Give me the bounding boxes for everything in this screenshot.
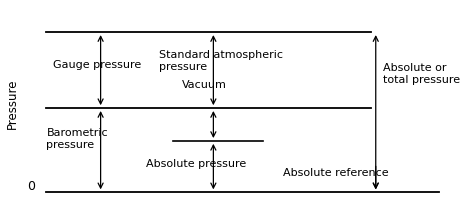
Text: Vacuum: Vacuum bbox=[182, 79, 227, 89]
Text: Standard atmospheric
pressure: Standard atmospheric pressure bbox=[159, 50, 283, 72]
Text: Pressure: Pressure bbox=[6, 79, 19, 129]
Text: Barometric
pressure: Barometric pressure bbox=[46, 128, 108, 150]
Text: Absolute or
total pressure: Absolute or total pressure bbox=[383, 63, 460, 85]
Text: Gauge pressure: Gauge pressure bbox=[53, 60, 142, 70]
Text: 0: 0 bbox=[27, 180, 35, 193]
Text: Absolute reference: Absolute reference bbox=[283, 168, 389, 178]
Text: Absolute pressure: Absolute pressure bbox=[146, 158, 246, 168]
